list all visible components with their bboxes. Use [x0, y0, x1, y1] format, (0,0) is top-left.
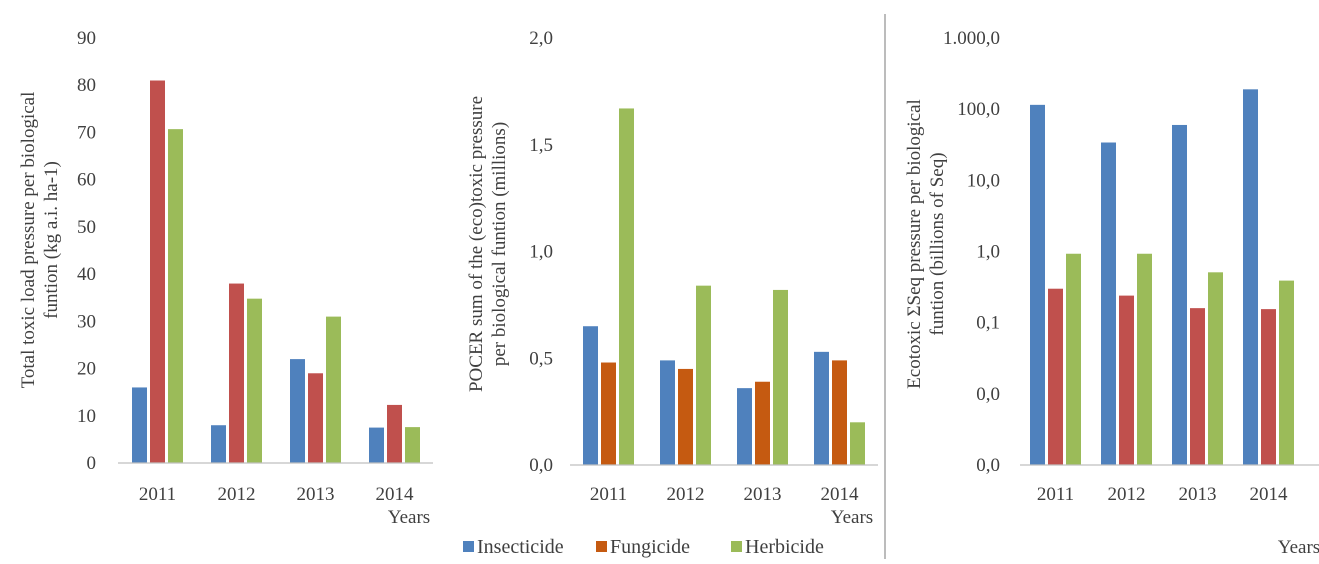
x-tick-label: 2013 [744, 484, 782, 505]
bar-2013-s2 [308, 373, 323, 463]
bar-2014-s3 [1279, 281, 1294, 465]
y-tick-label: 40 [77, 264, 96, 285]
x-axis-label: Years [388, 507, 430, 528]
bar-2013-s1 [290, 359, 305, 463]
y-tick-label: 0 [87, 453, 97, 474]
y-tick-label: 10,0 [967, 170, 1000, 191]
bar-2011-s3 [168, 129, 183, 463]
y-tick-label: 1,0 [976, 242, 1000, 263]
y-tick-label: 80 [77, 75, 96, 96]
y-tick-label: 0,5 [529, 348, 553, 369]
x-tick-label: 2013 [297, 484, 335, 505]
y-tick-label: 90 [77, 28, 96, 49]
legend-label-1: Insecticide [477, 536, 564, 558]
bar-2012-s3 [247, 299, 262, 463]
bar-2012-s3 [1137, 254, 1152, 465]
y-tick-label: 100,0 [957, 99, 1000, 120]
legend-swatch-1 [463, 541, 474, 552]
bar-2013-s1 [1172, 125, 1187, 465]
bar-2011-s2 [601, 363, 616, 465]
y-tick-label: 30 [77, 311, 96, 332]
chart-panel-2: 0,0 0,5 1,0 1,5 2,0 POCER sum of the (eco)tox… [466, 28, 878, 528]
bar-2012-s1 [660, 360, 675, 465]
y-axis-label: funtion (kg a.i. ha-1) [41, 161, 62, 319]
y-tick-label: 20 [77, 359, 96, 380]
bar-2013-s2 [1190, 308, 1205, 465]
x-tick-label: 2013 [1179, 484, 1217, 505]
x-tick-label: 2012 [1108, 484, 1146, 505]
bar-2012-s1 [1101, 143, 1116, 465]
bar-2012-s2 [1119, 296, 1134, 465]
bar-2014-s2 [1261, 309, 1276, 465]
y-tick-label: 1.000,0 [943, 28, 1000, 49]
y-tick-label: 50 [77, 217, 96, 238]
bar-2011-s1 [1030, 105, 1045, 465]
bar-2011-s1 [583, 326, 598, 465]
bar-2012-s2 [229, 284, 244, 463]
x-tick-label: 2014 [821, 484, 860, 505]
x-axis-label: Years [831, 507, 873, 528]
legend-swatch-3 [731, 541, 742, 552]
chart-panel-1: 0 10 20 30 40 50 60 70 80 90 Total toxic load pres… [18, 28, 433, 528]
bar-2011-s2 [150, 81, 165, 464]
bar-2013-s3 [773, 290, 788, 465]
bar-2011-s3 [619, 108, 634, 465]
legend-label-2: Fungicide [610, 536, 690, 558]
x-tick-label: 2012 [218, 484, 256, 505]
bar-2014-s3 [850, 422, 865, 465]
bar-2012-s2 [678, 369, 693, 465]
y-axis-label: Total toxic load pressure per biological [18, 92, 39, 389]
y-tick-label: 70 [77, 122, 96, 143]
x-tick-label: 2011 [590, 484, 627, 505]
y-tick-label: 0,1 [976, 313, 1000, 334]
bar-2014-s1 [1243, 89, 1258, 465]
x-tick-label: 2014 [1250, 484, 1289, 505]
y-tick-label: 10 [77, 406, 96, 427]
legend-swatch-2 [596, 541, 607, 552]
x-axis-label: Years [1278, 537, 1319, 558]
bar-2011-s2 [1048, 289, 1063, 465]
bar-2012-s1 [211, 425, 226, 463]
bar-2011-s3 [1066, 254, 1081, 465]
x-tick-label: 2011 [1037, 484, 1074, 505]
bar-2014-s1 [814, 352, 829, 465]
bar-2013-s1 [737, 388, 752, 465]
y-tick-label: 0,0 [976, 384, 1000, 405]
y-tick-label: 0,0 [529, 455, 553, 476]
bar-2014-s2 [832, 360, 847, 465]
bar-2012-s3 [696, 286, 711, 465]
bar-2011-s1 [132, 387, 147, 463]
bar-2013-s2 [755, 382, 770, 465]
x-tick-label: 2014 [376, 484, 415, 505]
bar-2014-s2 [387, 405, 402, 463]
x-tick-label: 2011 [139, 484, 176, 505]
x-tick-label: 2012 [667, 484, 705, 505]
y-tick-label: 1,5 [529, 135, 553, 156]
y-axis-label: per biological funtion (millions) [489, 122, 510, 366]
chart-panel-3: 0,0 0,0 0,1 1,0 10,0 100,0 1.000,0 Ecotoxic ΣSe… [904, 28, 1319, 558]
bar-2014-s1 [369, 428, 384, 463]
y-axis-label: Ecotoxic ΣSeq pressure per biological [904, 99, 925, 389]
legend: Insecticide Fungicide Herbicide [463, 536, 824, 558]
legend-label-3: Herbicide [745, 536, 824, 558]
y-tick-label: 2,0 [529, 28, 553, 49]
y-tick-label: 60 [77, 170, 96, 191]
bar-2013-s3 [1208, 272, 1223, 465]
y-axis-label: funtion (billions of Seq) [927, 152, 948, 335]
bar-2014-s3 [405, 427, 420, 463]
y-tick-label: 0,0 [976, 455, 1000, 476]
bar-2013-s3 [326, 317, 341, 463]
y-axis-label: POCER sum of the (eco)toxic pressure [466, 96, 487, 392]
y-tick-label: 1,0 [529, 242, 553, 263]
